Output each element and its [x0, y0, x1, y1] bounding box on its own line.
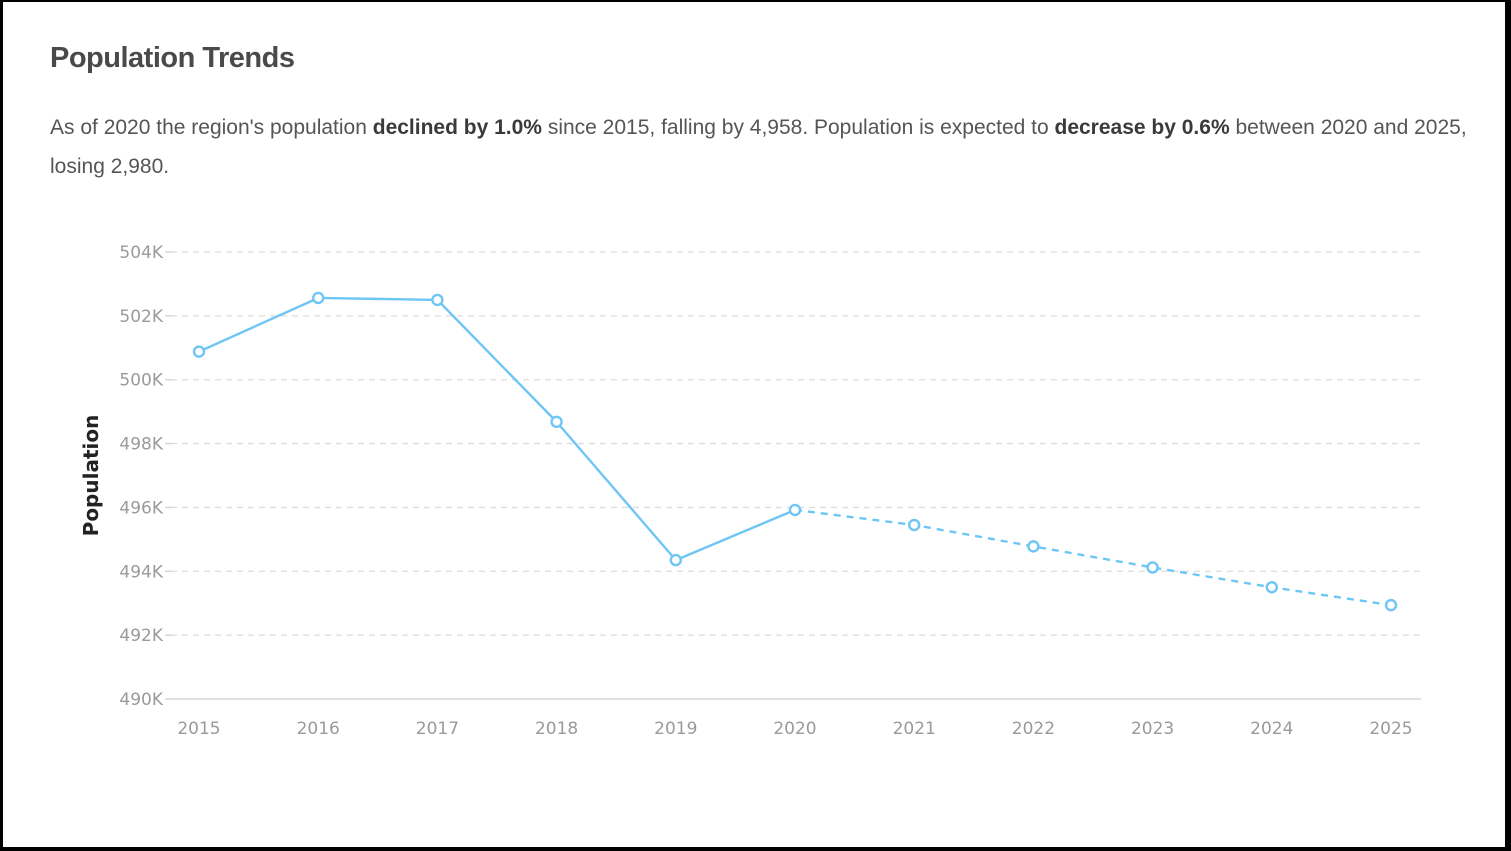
summary-text: As of 2020 the region's population decli…: [50, 108, 1470, 186]
x-tick-label: 2019: [654, 719, 697, 739]
x-tick-label: 2015: [177, 719, 220, 739]
data-point: [1384, 598, 1398, 612]
x-tick-label: 2016: [297, 719, 340, 739]
y-tick-label: 502K: [119, 307, 163, 327]
y-tick-label: 500K: [119, 371, 163, 391]
data-point: [1027, 540, 1040, 553]
series-line-actual: [198, 296, 796, 562]
data-point: [312, 291, 325, 305]
y-tick-label: 496K: [119, 498, 163, 518]
data-point: [192, 345, 206, 358]
summary-highlight: decrease by 0.6%: [1054, 116, 1230, 139]
series-lines: [198, 296, 1392, 607]
y-tick-label: 490K: [119, 690, 163, 710]
data-point: [1265, 581, 1279, 594]
population-line-chart: 490K 492K 494K 496K 498K 500K 502K 504K 2015 2016…: [79, 243, 1421, 739]
x-tick-label: 2025: [1369, 719, 1412, 739]
gridlines: [171, 251, 1421, 636]
summary-text-part: since 2015, falling by 4,958. Population…: [541, 116, 1055, 139]
x-tick-label: 2024: [1250, 719, 1293, 739]
data-point: [788, 503, 802, 517]
x-tick-label: 2023: [1131, 719, 1174, 739]
summary-text-part: between 2020 and 2025, losing 2,980.: [50, 116, 1467, 178]
x-tick-label: 2022: [1012, 719, 1055, 739]
x-tick-label: 2020: [773, 719, 816, 739]
x-tick-label: 2018: [535, 719, 578, 739]
summary-highlight: declined by 1.0%: [372, 116, 542, 139]
y-axis-title: Population: [79, 415, 103, 537]
axes: 490K 492K 494K 496K 498K 500K 502K 504K 2015 2016…: [79, 243, 1421, 739]
report-panel: Population Trends As of 2020 the region'…: [3, 2, 1505, 847]
section-title: Population Trends: [50, 42, 295, 74]
x-tick-label: 2021: [893, 719, 936, 739]
data-point: [550, 415, 563, 429]
data-point: [669, 553, 682, 567]
y-tick-label: 494K: [119, 562, 163, 582]
data-points: [192, 291, 1398, 612]
y-tick-label: 498K: [119, 435, 163, 455]
y-tick-label: 504K: [119, 243, 163, 263]
data-point: [431, 293, 444, 307]
y-tick-label: 492K: [119, 626, 163, 646]
x-tick-label: 2017: [416, 719, 459, 739]
data-point: [1146, 561, 1159, 574]
data-point: [908, 518, 921, 532]
summary-text-part: As of 2020 the region's population: [50, 116, 373, 139]
series-line-projected: [794, 508, 1392, 607]
